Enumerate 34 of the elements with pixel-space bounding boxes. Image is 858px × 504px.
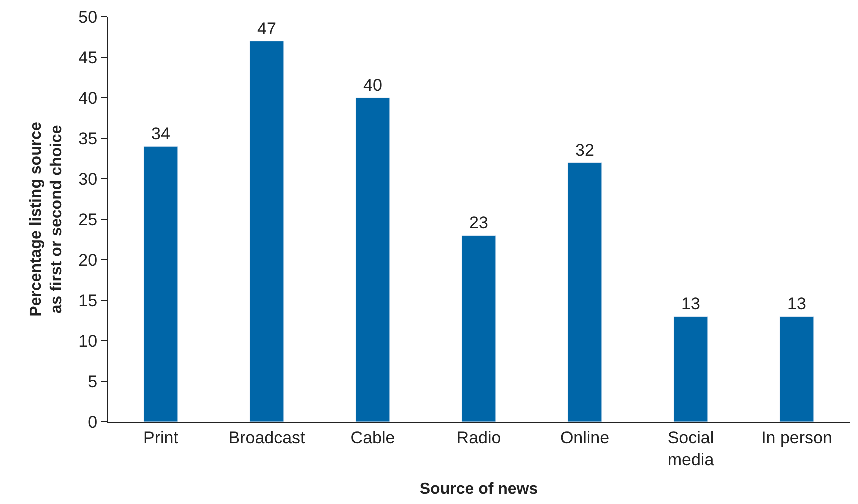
y-tick-label: 10	[78, 332, 98, 351]
y-tick-label: 5	[88, 372, 98, 392]
x-tick-label: Social media	[668, 428, 715, 470]
x-axis-title: Source of news	[420, 481, 538, 498]
x-tick-label: Online	[560, 428, 610, 448]
x-tick-label: Radio	[456, 428, 502, 448]
bar	[568, 162, 602, 422]
y-tick-label: 45	[78, 48, 98, 68]
y-tick-label: 0	[88, 412, 98, 432]
y-tick-label: 50	[78, 8, 98, 27]
y-tick-label: 40	[78, 88, 98, 108]
y-tick-label: 35	[78, 129, 98, 148]
x-tick-label: In person	[762, 428, 832, 448]
y-tick-label: 25	[78, 210, 98, 230]
bar	[780, 316, 814, 422]
y-tick-label: 15	[78, 291, 98, 310]
x-tick-label: Cable	[350, 428, 396, 448]
bar	[250, 41, 284, 422]
bar	[144, 146, 178, 422]
data-label: 23	[470, 214, 488, 233]
bar	[462, 235, 496, 422]
x-tick-label: Broadcast	[228, 428, 306, 448]
bar	[356, 98, 390, 422]
y-axis-title: Percentage listing source as first or second choice	[28, 122, 66, 317]
data-label: 13	[788, 294, 806, 314]
y-tick-label: 30	[78, 170, 98, 189]
data-label: 32	[576, 140, 594, 160]
x-tick-label: Print	[144, 428, 179, 448]
bar	[674, 316, 708, 422]
data-label: 40	[364, 76, 382, 95]
data-label: 13	[682, 294, 700, 314]
data-label: 47	[258, 19, 276, 38]
y-tick-label: 20	[78, 250, 98, 270]
data-label: 34	[152, 124, 170, 144]
